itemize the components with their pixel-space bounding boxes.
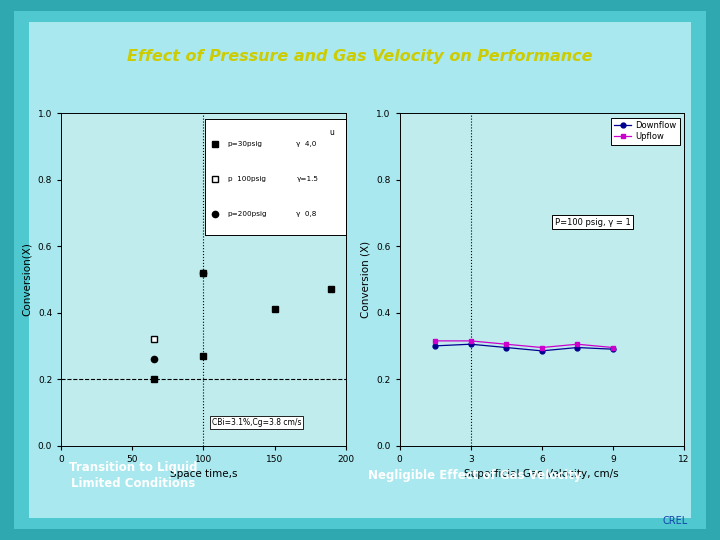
X-axis label: Superficial Gas Velocity, cm/s: Superficial Gas Velocity, cm/s [464, 469, 619, 479]
Upflow [608, 345, 617, 351]
Text: p=200psig: p=200psig [228, 211, 267, 217]
Downflow [537, 348, 546, 354]
Text: Limited Conditions: Limited Conditions [71, 477, 195, 490]
Upflow [537, 345, 546, 351]
Line: Downflow: Downflow [433, 342, 616, 353]
Text: p  100psig: p 100psig [228, 176, 266, 182]
Legend: Downflow, Upflow: Downflow, Upflow [611, 118, 680, 145]
Text: γ  4,0: γ 4,0 [297, 141, 317, 147]
Upflow [431, 338, 439, 344]
Y-axis label: Conversion(X): Conversion(X) [22, 242, 32, 316]
X-axis label: Space time,s: Space time,s [170, 469, 237, 479]
Downflow [608, 346, 617, 353]
Upflow [467, 338, 475, 344]
Text: CREL: CREL [662, 516, 688, 526]
Upflow [502, 341, 510, 347]
Downflow [502, 345, 510, 351]
Text: Effect of Pressure and Gas Velocity on Performance: Effect of Pressure and Gas Velocity on P… [127, 49, 593, 64]
Text: p=30psig: p=30psig [228, 141, 263, 147]
Text: P=100 psig, γ = 1: P=100 psig, γ = 1 [554, 218, 630, 227]
Text: Negligible Effect of Gas Velocity: Negligible Effect of Gas Velocity [369, 469, 582, 482]
Downflow [467, 341, 475, 347]
Text: CBi=3.1%,Cg=3.8 cm/s: CBi=3.1%,Cg=3.8 cm/s [212, 418, 302, 427]
Downflow [431, 343, 439, 349]
Upflow [573, 341, 582, 347]
Text: Transition to Liquid: Transition to Liquid [69, 461, 197, 474]
Line: Upflow: Upflow [433, 339, 616, 350]
Text: γ  0,8: γ 0,8 [297, 211, 317, 217]
Text: γ=1.5: γ=1.5 [297, 176, 318, 182]
Y-axis label: Conversion (X): Conversion (X) [361, 241, 371, 318]
Text: u: u [330, 128, 334, 137]
Downflow [573, 345, 582, 351]
